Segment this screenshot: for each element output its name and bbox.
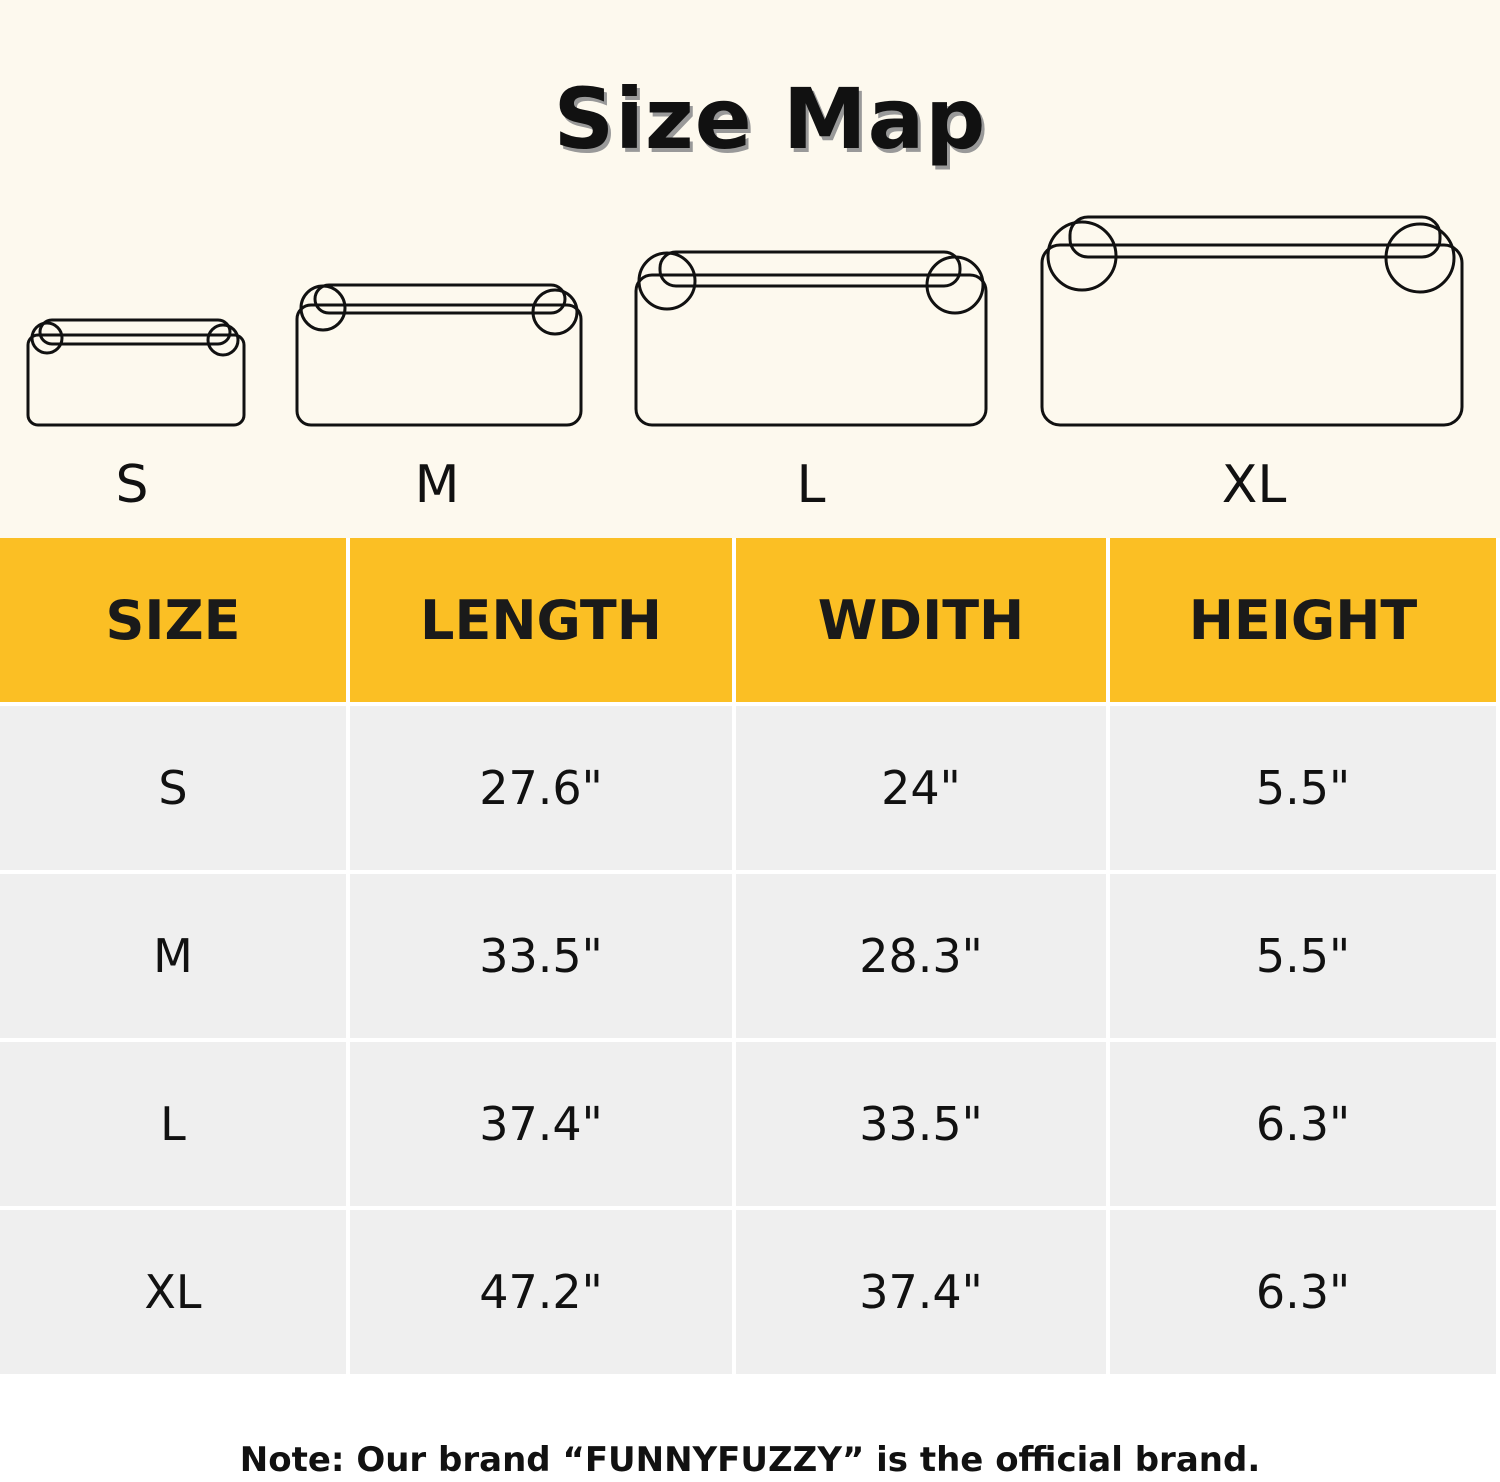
header-width: WDITH bbox=[734, 538, 1110, 704]
size-label-l: L bbox=[796, 455, 826, 515]
cell: 47.2" bbox=[348, 1206, 736, 1374]
cell: 33.5" bbox=[734, 1038, 1110, 1208]
size-label-xl: XL bbox=[1221, 455, 1287, 515]
cell: 5.5" bbox=[1108, 870, 1500, 1040]
table-row: L 37.4" 33.5" 6.3" bbox=[0, 1038, 1500, 1208]
cell: 24" bbox=[734, 702, 1110, 872]
header-length: LENGTH bbox=[348, 538, 736, 704]
cell: 28.3" bbox=[734, 870, 1110, 1040]
cell: M bbox=[0, 870, 350, 1040]
cell: 5.5" bbox=[1108, 702, 1500, 872]
cell: 6.3" bbox=[1108, 1038, 1500, 1208]
table-row: XL 47.2" 37.4" 6.3" bbox=[0, 1206, 1500, 1374]
cell: 33.5" bbox=[348, 870, 736, 1040]
header-height: HEIGHT bbox=[1108, 538, 1500, 704]
cell: XL bbox=[0, 1206, 350, 1374]
page-title: Size Map bbox=[553, 70, 987, 168]
cell: 27.6" bbox=[348, 702, 736, 872]
cell: 6.3" bbox=[1108, 1206, 1500, 1374]
bed-xl-icon bbox=[1040, 215, 1464, 427]
size-table: SIZE LENGTH WDITH HEIGHT S 27.6" 24" 5.5" M… bbox=[0, 538, 1500, 1374]
illustration-area bbox=[0, 0, 1500, 538]
bed-l-icon bbox=[634, 250, 988, 427]
brand-note: Note: Our brand “FUNNYFUZZY” is the offi… bbox=[239, 1440, 1261, 1480]
bed-illustrations bbox=[26, 215, 1464, 427]
table-header: SIZE LENGTH WDITH HEIGHT bbox=[0, 538, 1500, 704]
size-label-s: S bbox=[115, 455, 149, 515]
cell: 37.4" bbox=[734, 1206, 1110, 1374]
cell: S bbox=[0, 702, 350, 872]
header-size: SIZE bbox=[0, 538, 350, 704]
bed-m-icon bbox=[295, 283, 583, 427]
table-row: M 33.5" 28.3" 5.5" bbox=[0, 870, 1500, 1040]
bed-s-icon bbox=[26, 318, 246, 427]
table-row: S 27.6" 24" 5.5" bbox=[0, 702, 1500, 872]
cell: L bbox=[0, 1038, 350, 1208]
cell: 37.4" bbox=[348, 1038, 736, 1208]
size-label-m: M bbox=[414, 455, 460, 515]
